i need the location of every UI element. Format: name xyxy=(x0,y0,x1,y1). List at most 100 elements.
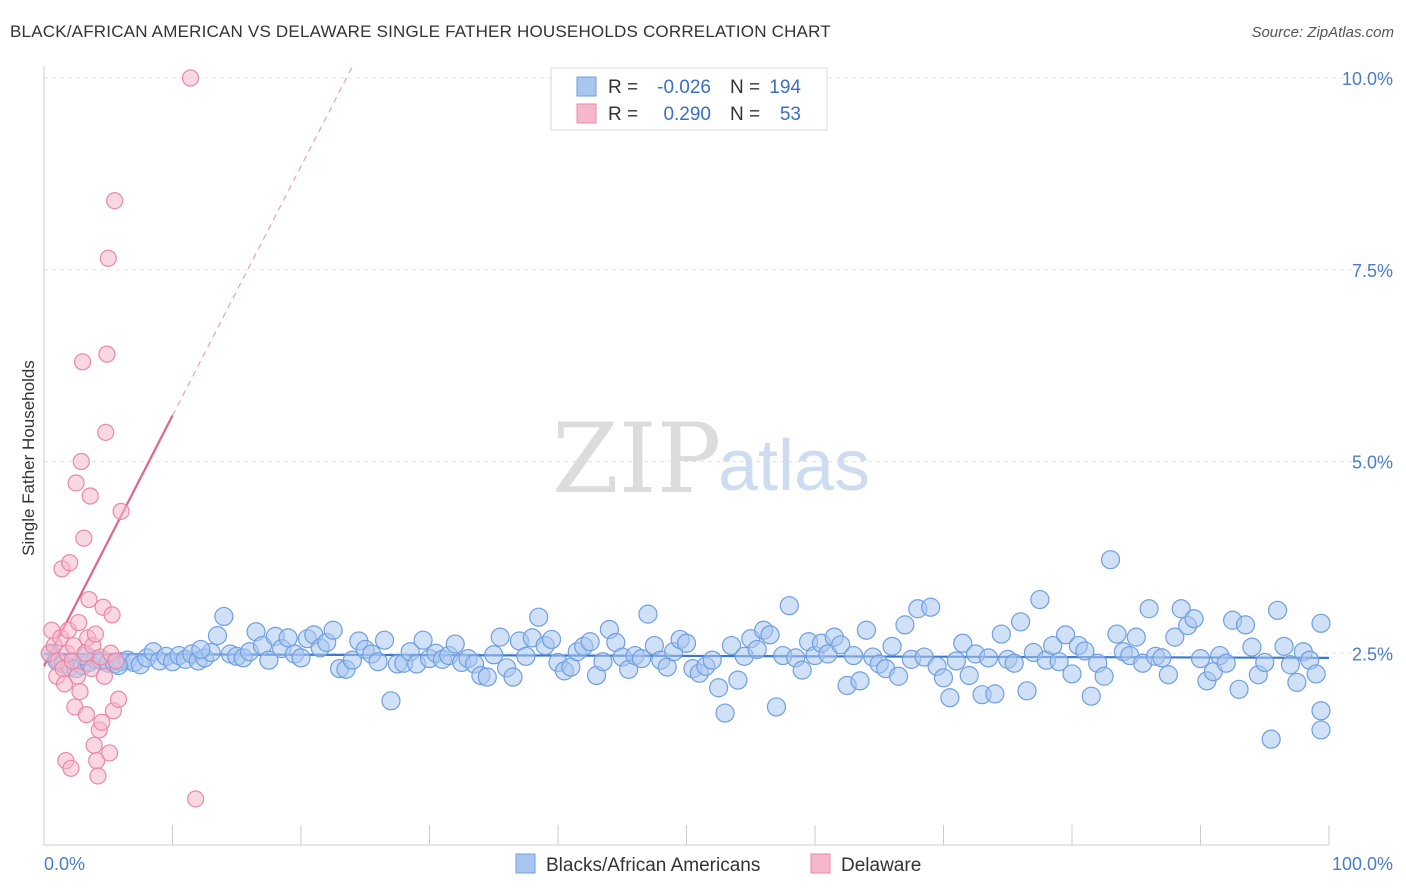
data-point xyxy=(55,675,74,693)
data-point xyxy=(1055,625,1076,645)
watermark-atlas: atlas xyxy=(718,426,870,506)
data-point xyxy=(1274,636,1294,656)
data-point xyxy=(291,648,311,668)
data-point xyxy=(1030,589,1050,610)
data-point xyxy=(103,606,121,624)
data-point xyxy=(445,634,465,654)
data-point xyxy=(1261,729,1281,749)
data-point xyxy=(191,639,211,660)
data-point xyxy=(85,736,103,754)
data-point xyxy=(953,633,973,653)
stats-legend-n-label-blue: N = xyxy=(730,77,760,98)
data-point xyxy=(1255,652,1275,673)
data-point xyxy=(86,625,105,643)
stats-legend-r-value-blue: -0.026 xyxy=(657,77,711,98)
data-point xyxy=(1139,599,1159,619)
data-point xyxy=(1171,599,1191,619)
data-point xyxy=(728,670,748,690)
data-point xyxy=(638,604,658,624)
x-tick-label: 0.0% xyxy=(44,854,85,874)
data-point xyxy=(61,554,79,572)
data-point xyxy=(1017,681,1037,701)
data-point xyxy=(676,633,697,653)
data-point xyxy=(1311,720,1331,740)
y-tick-label: 10.0% xyxy=(1342,69,1393,89)
watermark: ZIP atlas xyxy=(552,403,870,515)
data-point xyxy=(895,615,915,635)
data-point xyxy=(709,678,729,698)
chart-title: BLACK/AFRICAN AMERICAN VS DELAWARE SINGL… xyxy=(10,22,831,41)
series-legend-label-pink: Delaware xyxy=(841,855,921,876)
stats-legend-swatch-blue xyxy=(576,76,597,97)
data-point xyxy=(1267,600,1288,620)
series-legend-swatch-pink xyxy=(810,853,831,874)
data-point xyxy=(71,682,89,701)
series-points-1 xyxy=(40,69,205,808)
data-point xyxy=(593,652,613,672)
data-point xyxy=(985,684,1005,704)
data-point xyxy=(1062,664,1082,684)
stats-legend-n-label-pink: N = xyxy=(730,104,760,125)
data-point xyxy=(73,353,92,371)
data-point xyxy=(1165,627,1185,647)
data-point xyxy=(368,652,388,672)
data-point xyxy=(702,650,722,670)
data-point xyxy=(107,652,125,670)
data-point xyxy=(1306,664,1326,684)
data-point xyxy=(850,671,870,691)
data-point xyxy=(1075,641,1095,661)
data-point xyxy=(342,650,362,670)
data-point xyxy=(106,192,124,210)
series-legend-swatch-blue xyxy=(515,853,536,874)
data-point xyxy=(82,659,101,678)
data-point xyxy=(278,628,298,648)
data-points xyxy=(40,69,1331,808)
data-point xyxy=(181,69,200,87)
data-point xyxy=(490,627,510,647)
data-point xyxy=(856,620,877,640)
stats-legend-swatch-pink xyxy=(576,103,597,124)
data-point xyxy=(1287,672,1307,692)
stats-legend-r-label-pink: R = xyxy=(608,104,638,125)
data-point xyxy=(831,635,851,655)
data-point xyxy=(779,596,799,616)
data-point xyxy=(323,620,343,640)
data-point xyxy=(62,759,80,777)
data-point xyxy=(766,697,787,717)
data-point xyxy=(89,767,107,785)
series-points-0 xyxy=(40,550,1331,749)
data-point xyxy=(381,691,401,711)
data-point xyxy=(715,703,735,723)
trend-lines xyxy=(43,66,1330,667)
data-point xyxy=(72,452,90,471)
data-point xyxy=(843,645,864,666)
x-tick-label: 100.0% xyxy=(1332,854,1393,874)
data-point xyxy=(978,648,999,668)
data-point xyxy=(259,650,279,670)
data-point xyxy=(77,706,96,724)
data-point xyxy=(1311,613,1331,633)
x-tick-labels: 0.0% 100.0% xyxy=(44,854,1393,874)
data-point xyxy=(477,667,497,687)
data-point xyxy=(97,423,115,441)
data-point xyxy=(1235,615,1256,635)
data-point xyxy=(1311,701,1331,721)
stats-legend-r-label-blue: R = xyxy=(608,77,638,98)
data-point xyxy=(1184,609,1204,629)
data-point xyxy=(1242,637,1262,657)
data-point xyxy=(888,666,909,686)
data-point xyxy=(1216,653,1236,673)
y-axis-title: Single Father Households xyxy=(19,360,38,556)
data-point xyxy=(1280,655,1301,675)
data-point xyxy=(1107,624,1127,644)
data-point xyxy=(946,651,966,671)
data-point xyxy=(959,665,979,686)
data-point xyxy=(100,744,119,762)
data-point xyxy=(1229,679,1249,699)
data-point xyxy=(1004,653,1024,673)
source-credit: Source: ZipAtlas.com xyxy=(1251,24,1394,41)
data-point xyxy=(187,790,205,808)
data-point xyxy=(1094,666,1114,686)
grid-lines xyxy=(44,77,1392,654)
